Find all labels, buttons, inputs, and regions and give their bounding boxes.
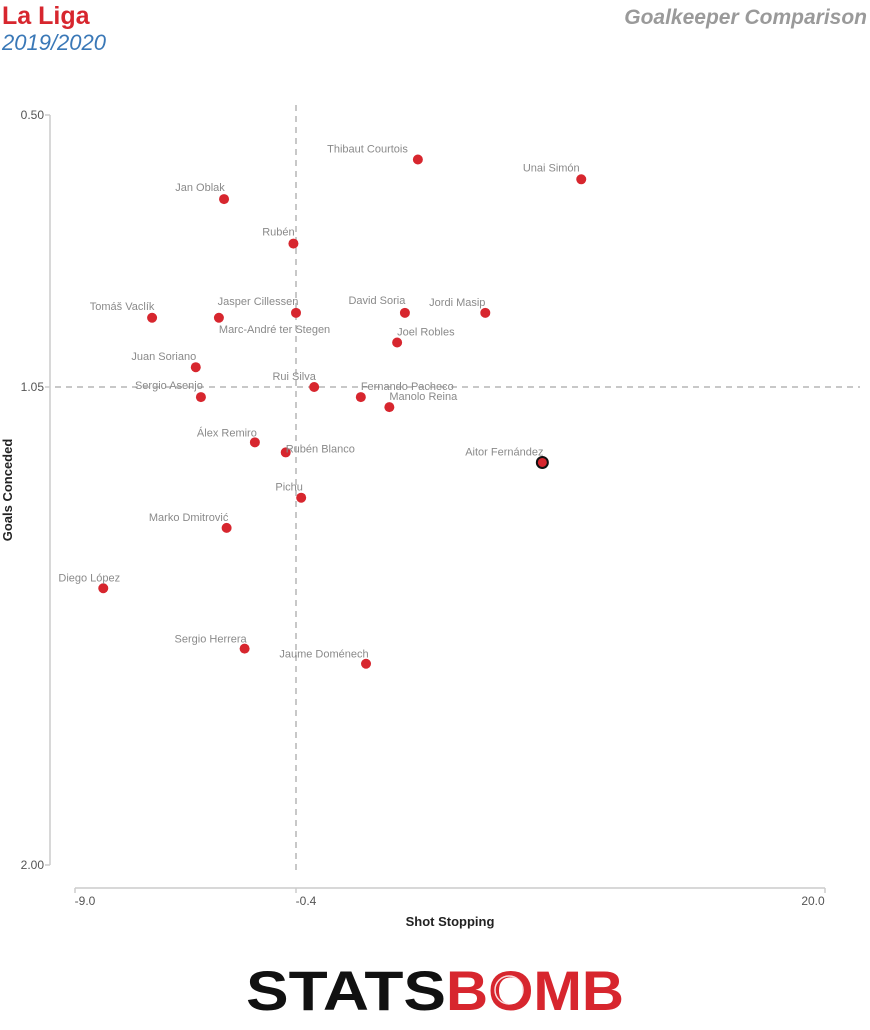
season-label: 2019/2020 [2,30,106,55]
point-label: Joel Robles [397,326,455,338]
data-point [399,307,410,318]
point-label: Jaume Doménech [279,649,368,661]
point-label: Rubén [262,227,294,239]
data-point [309,382,320,392]
point-label: Jordi Masip [429,297,485,309]
x-tick-label: -0.4 [296,894,317,908]
data-point [535,455,549,469]
scatter-plot: 0.50 1.05 2.00 -9.0 -0.4 20.0 Shot Stopping Goa… [0,105,860,929]
y-tick-label: 0.50 [21,108,45,122]
data-point [147,312,158,323]
data-point [221,522,232,533]
data-point [576,174,587,185]
data-point [296,492,307,503]
x-tick-label: -9.0 [75,894,96,908]
data-point [291,307,301,318]
data-point [288,238,299,249]
point-label: Marko Dmitrović [149,512,229,524]
point-label: Sergio Herrera [175,634,248,646]
data-point [355,392,366,403]
statsbomb-logo: STATS BOMB [246,959,626,1022]
point-label: Tomáš Vaclík [90,301,155,313]
target-icon [494,975,524,1005]
chart-heading: Goalkeeper Comparison [624,6,867,29]
point-label: David Soria [348,295,406,307]
data-point [98,583,109,594]
data-point [384,402,395,413]
point-label: Thibaut Courtois [327,144,408,156]
league-title: La Liga [2,2,90,30]
data-point [213,312,224,323]
point-label: Manolo Reina [389,391,458,403]
point-label: Jasper Cillessen [218,296,299,308]
data-point [361,658,372,669]
point-label: Rui Silva [272,371,316,383]
x-axis-title: Shot Stopping [406,914,495,929]
y-tick-label: 1.05 [21,380,45,394]
point-label: Rubén Blanco [286,443,355,455]
logo-word-stats: STATS [246,960,446,1020]
data-point [480,307,491,318]
point-label: Sergio Asenjo [135,380,203,392]
point-label: Pichu [275,482,303,494]
point-label: Juan Soriano [131,351,196,363]
point-label: Álex Remiro [197,426,257,439]
data-point [412,154,423,165]
data-point [249,437,260,448]
point-label: Aitor Fernández [465,446,543,458]
y-axis-title: Goals Conceded [0,439,15,542]
data-point [280,447,291,458]
y-tick-label: 2.00 [21,858,45,872]
point-label: Diego López [58,572,120,584]
data-point [219,194,230,205]
point-label: Unai Simón [523,162,580,174]
point-label: Fernando Pacheco [361,381,454,393]
point-label: Jan Oblak [175,182,225,194]
x-tick-label: 20.0 [801,894,825,908]
data-point [392,337,403,348]
data-point [239,643,250,654]
point-label: Marc-André ter Stegen [219,324,330,336]
data-point [195,392,206,403]
logo-word-bomb: BOMB [446,960,624,1020]
data-point [190,362,201,373]
